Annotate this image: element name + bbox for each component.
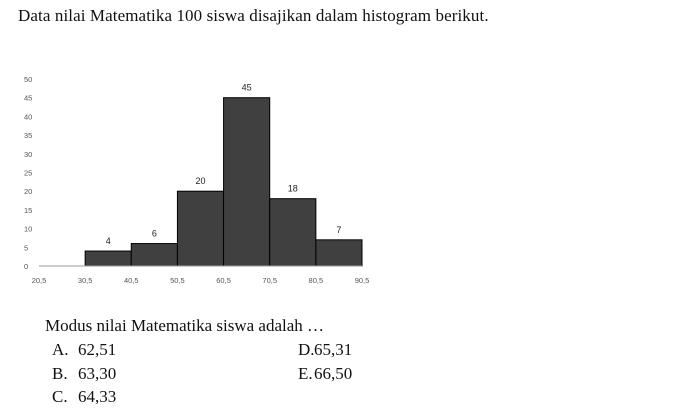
bar-value-label-3: 45 <box>242 83 252 93</box>
y-tick-label-7: 35 <box>24 131 32 140</box>
x-tick-label-2: 40,5 <box>124 276 139 285</box>
y-tick-label-10: 50 <box>24 75 32 84</box>
x-tick-label-6: 80,5 <box>309 276 324 285</box>
intro-text: Data nilai Matematika 100 siswa disajika… <box>18 6 489 25</box>
y-tick-label-6: 30 <box>24 150 32 159</box>
option-b-letter: B. <box>52 364 68 383</box>
bar-2 <box>176 190 225 267</box>
y-tick-label-2: 10 <box>24 225 32 234</box>
bar-5 <box>315 239 363 267</box>
option-c: C. 64,33 <box>52 387 116 407</box>
option-b: B. 63,30 <box>52 364 116 384</box>
bar-value-label-0: 4 <box>106 236 111 246</box>
option-d: D.65,31 <box>298 340 352 360</box>
option-a: A. 62,51 <box>52 340 116 360</box>
x-tick-label-7: 90,5 <box>355 276 370 285</box>
x-tick-label-4: 60,5 <box>216 276 231 285</box>
y-tick-label-1: 5 <box>24 243 28 252</box>
y-tick-label-5: 25 <box>24 169 32 178</box>
histogram-bar-labels: 4 6 20 45 18 7 <box>106 83 342 246</box>
bar-4 <box>269 198 317 267</box>
option-a-value: 62,51 <box>78 340 117 359</box>
option-d-value: 65,31 <box>314 340 353 359</box>
x-axis-ticks: 20,5 30,5 40,5 50,5 60,5 70,5 80,5 90,5 <box>32 276 370 285</box>
bar-value-label-1: 6 <box>152 229 157 239</box>
option-e: E.66,50 <box>298 364 352 384</box>
bar-3 <box>223 97 271 267</box>
bar-value-label-2: 20 <box>195 176 205 186</box>
option-b-value: 63,30 <box>78 364 117 383</box>
option-d-letter: D. <box>298 340 315 359</box>
y-tick-label-4: 20 <box>24 187 32 196</box>
y-axis-ticks: 0 5 10 15 20 25 30 35 40 45 50 <box>24 75 32 271</box>
y-tick-label-0: 0 <box>24 262 28 271</box>
option-c-letter: C. <box>52 387 68 406</box>
x-tick-label-1: 30,5 <box>78 276 93 285</box>
bar-1 <box>130 243 178 267</box>
option-e-letter: E. <box>298 364 313 383</box>
histogram-bars <box>84 97 363 267</box>
bar-value-label-4: 18 <box>288 184 298 194</box>
y-tick-label-3: 15 <box>24 206 32 215</box>
question-text: Modus nilai Matematika siswa adalah … <box>45 316 325 335</box>
y-tick-label-9: 45 <box>24 94 32 103</box>
x-tick-label-0: 20,5 <box>32 276 47 285</box>
option-c-value: 64,33 <box>78 387 117 406</box>
x-tick-label-5: 70,5 <box>262 276 277 285</box>
option-a-letter: A. <box>52 340 69 359</box>
bar-0 <box>84 250 132 267</box>
bar-value-label-5: 7 <box>336 225 341 235</box>
option-e-value: 66,50 <box>314 364 353 383</box>
x-tick-label-3: 50,5 <box>170 276 185 285</box>
y-tick-label-8: 40 <box>24 112 32 121</box>
